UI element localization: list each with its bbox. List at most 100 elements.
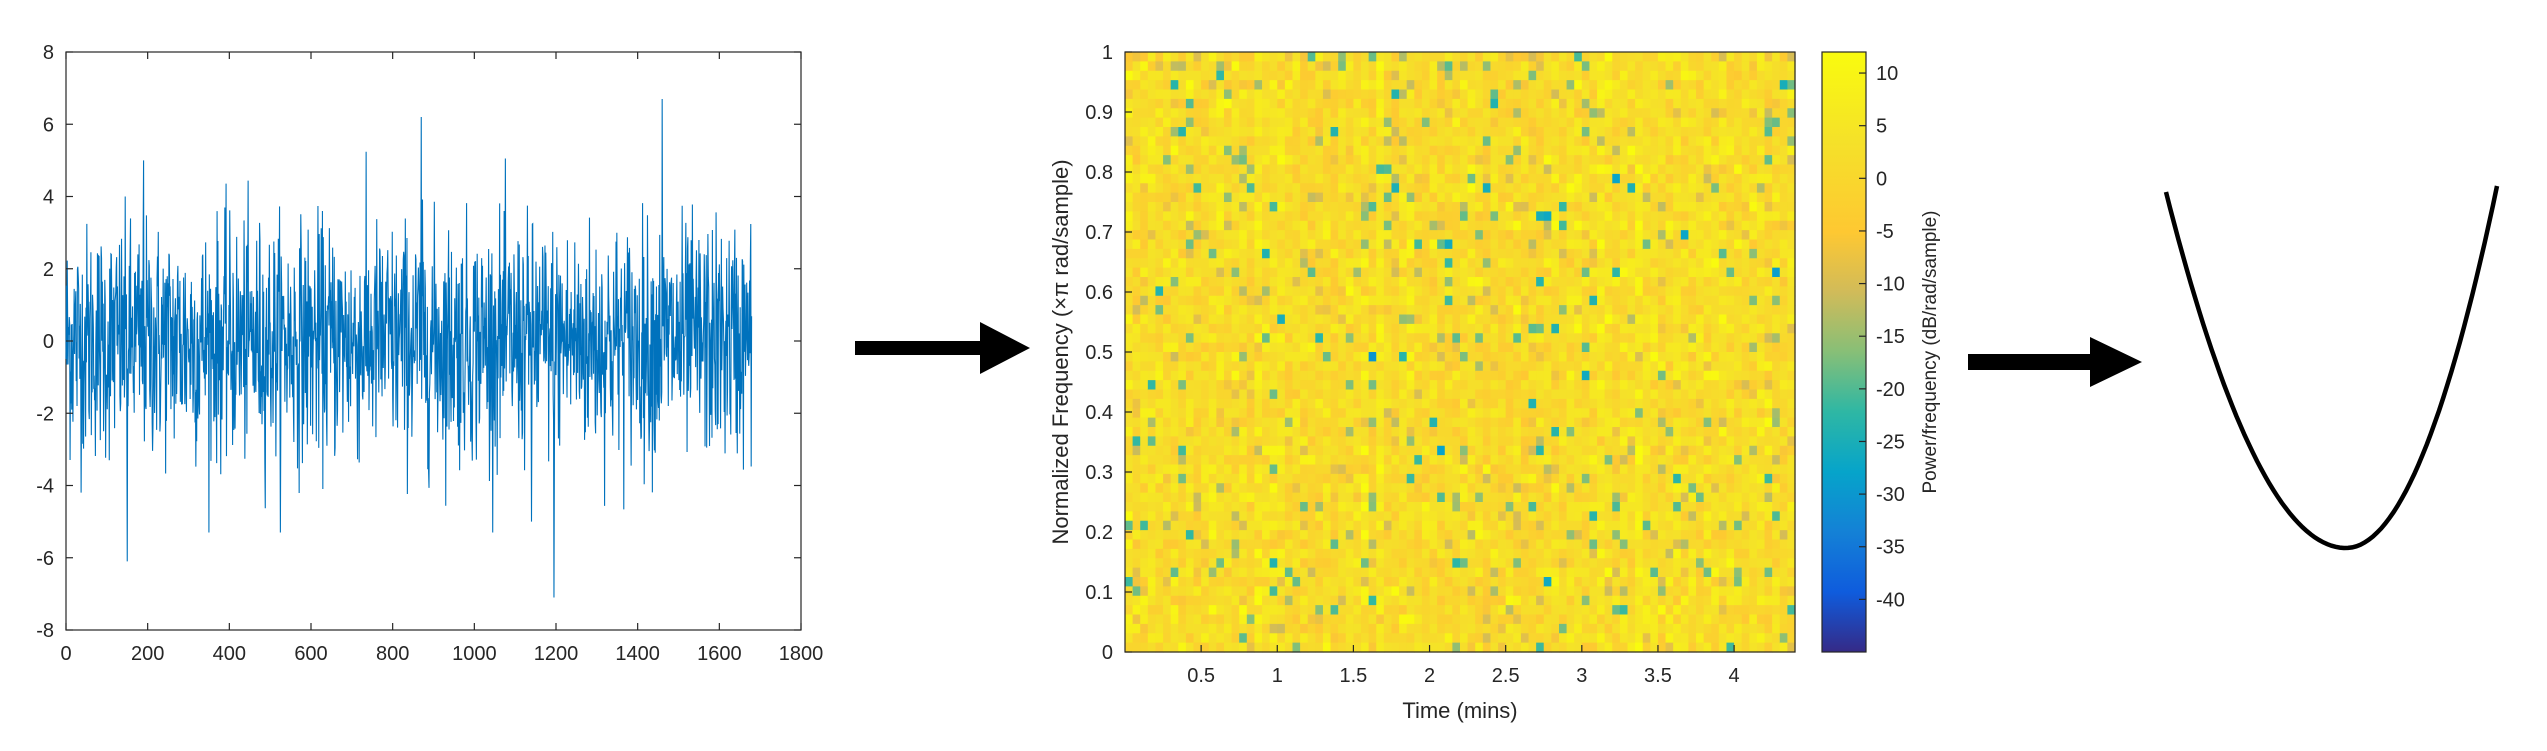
spectrogram-cell <box>1421 267 1431 278</box>
spectrogram-cell <box>1467 361 1476 372</box>
spectrogram-cell <box>1467 633 1476 644</box>
spectrogram-cell <box>1551 61 1560 72</box>
spectrogram-cell <box>1163 239 1172 250</box>
spectrogram-cell <box>1361 173 1370 184</box>
spectrogram-cell <box>1498 145 1507 156</box>
spectrogram-cell <box>1125 483 1134 494</box>
spectrogram-cell <box>1665 183 1674 194</box>
spectrogram-cell <box>1650 389 1659 400</box>
spectrogram-cell <box>1315 595 1324 606</box>
spectrogram-cell <box>1642 239 1651 250</box>
spectrogram-cell <box>1383 108 1393 119</box>
spectrogram-cell <box>1657 145 1667 156</box>
spectrogram-cell <box>1429 455 1438 466</box>
spectrogram-cell <box>1551 89 1560 100</box>
spectrogram-cell <box>1254 548 1263 559</box>
spectrogram-cell <box>1399 623 1408 634</box>
spectrogram-cell <box>1421 173 1431 184</box>
spectrogram-cell <box>1383 183 1393 194</box>
spectrogram-cell <box>1688 398 1697 409</box>
spectrogram-cell <box>1338 70 1347 81</box>
spectrogram-cell <box>1673 492 1682 503</box>
spectrogram-cell <box>1216 127 1225 137</box>
spectrogram-cell <box>1543 173 1552 184</box>
spectrogram-cell <box>1604 558 1613 569</box>
spectrogram-cell <box>1338 567 1347 578</box>
spectrogram-cell <box>1185 623 1195 634</box>
spectrogram-cell <box>1574 605 1583 616</box>
spectrogram-cell <box>1467 417 1476 428</box>
spectrogram-cell <box>1482 89 1492 100</box>
spectrogram-cell <box>1460 155 1469 166</box>
spectrogram-cell <box>1536 361 1545 372</box>
spectrogram-cell <box>1223 530 1233 541</box>
spectrogram-cell <box>1520 623 1530 634</box>
spectrogram-cell <box>1650 361 1659 372</box>
spectrogram-cell <box>1642 417 1651 428</box>
spectrogram-cell <box>1437 558 1446 569</box>
spectrogram-cell <box>1513 89 1522 100</box>
spectrogram-cell <box>1520 483 1530 494</box>
spectrogram-cell <box>1322 380 1332 391</box>
spectrogram-cell <box>1140 408 1149 419</box>
spectrogram-cell <box>1536 614 1545 625</box>
spectrogram-cell <box>1688 427 1697 437</box>
spectrogram-cell <box>1597 333 1606 344</box>
spectrogram-cell <box>1696 614 1705 625</box>
spectrogram-cell <box>1125 305 1134 316</box>
spectrogram-cell <box>1680 89 1690 100</box>
spectrogram-cell <box>1619 117 1629 128</box>
spectrogram-cell <box>1642 623 1651 634</box>
spectrogram-cell <box>1460 286 1469 297</box>
spectrogram-cell <box>1307 220 1316 231</box>
spectrogram-cell <box>1505 164 1514 175</box>
spectrogram-cell <box>1178 511 1187 522</box>
spectrogram-cell <box>1178 230 1187 241</box>
spectrogram-cell <box>1505 211 1514 222</box>
spectrogram-cell <box>1406 633 1415 644</box>
spectrogram-cell <box>1140 380 1149 391</box>
spectrogram-cell <box>1368 333 1377 344</box>
spectrogram-cell <box>1528 286 1537 297</box>
spectrogram-cell <box>1376 586 1385 597</box>
spectrogram-cell <box>1330 173 1339 184</box>
spectrogram-cell <box>1345 202 1355 212</box>
spectrogram-cell <box>1201 352 1210 362</box>
spectrogram-cell <box>1673 267 1682 278</box>
spectrogram-cell <box>1300 267 1309 278</box>
spectrogram-cell <box>1216 389 1225 400</box>
spectrogram-cell <box>1490 333 1499 344</box>
spectrogram-cell <box>1239 277 1248 287</box>
spectrogram-cell <box>1361 427 1370 437</box>
spectrogram-cell <box>1315 127 1324 137</box>
spectrogram-cell <box>1125 333 1134 344</box>
spectrogram-cell <box>1482 417 1492 428</box>
spectrogram-cell <box>1566 127 1575 137</box>
spectrogram-cell <box>1536 548 1545 559</box>
spectrogram-cell <box>1208 623 1217 634</box>
spectrogram-cell <box>1581 633 1591 644</box>
spectrogram-cell <box>1399 595 1408 606</box>
spectrogram-cell <box>1353 455 1362 466</box>
spectrogram-cell <box>1635 80 1644 91</box>
spectrogram-cell <box>1391 558 1400 569</box>
spectrogram-cell <box>1551 323 1560 334</box>
spectrogram-cell <box>1452 464 1461 475</box>
spectrogram-cell <box>1467 530 1476 541</box>
spectrogram-cell <box>1322 614 1332 625</box>
spectrogram-cell <box>1688 295 1697 306</box>
spectrogram-cell <box>1208 61 1217 72</box>
spectrogram-cell <box>1589 136 1598 147</box>
spectrogram-cell <box>1680 398 1690 409</box>
spectrogram-cell <box>1475 173 1484 184</box>
spectrogram-cell <box>1635 258 1644 269</box>
spectrogram-cell <box>1520 408 1530 419</box>
spectrogram-cell <box>1330 605 1339 616</box>
spectrogram-cell <box>1300 314 1309 325</box>
spectrogram-cell <box>1163 295 1172 306</box>
spectrogram-cell <box>1528 530 1537 541</box>
spectrogram-cell <box>1216 173 1225 184</box>
spectrogram-cell <box>1528 558 1537 569</box>
spectrogram-cell <box>1429 361 1438 372</box>
spectrogram-cell <box>1391 361 1400 372</box>
